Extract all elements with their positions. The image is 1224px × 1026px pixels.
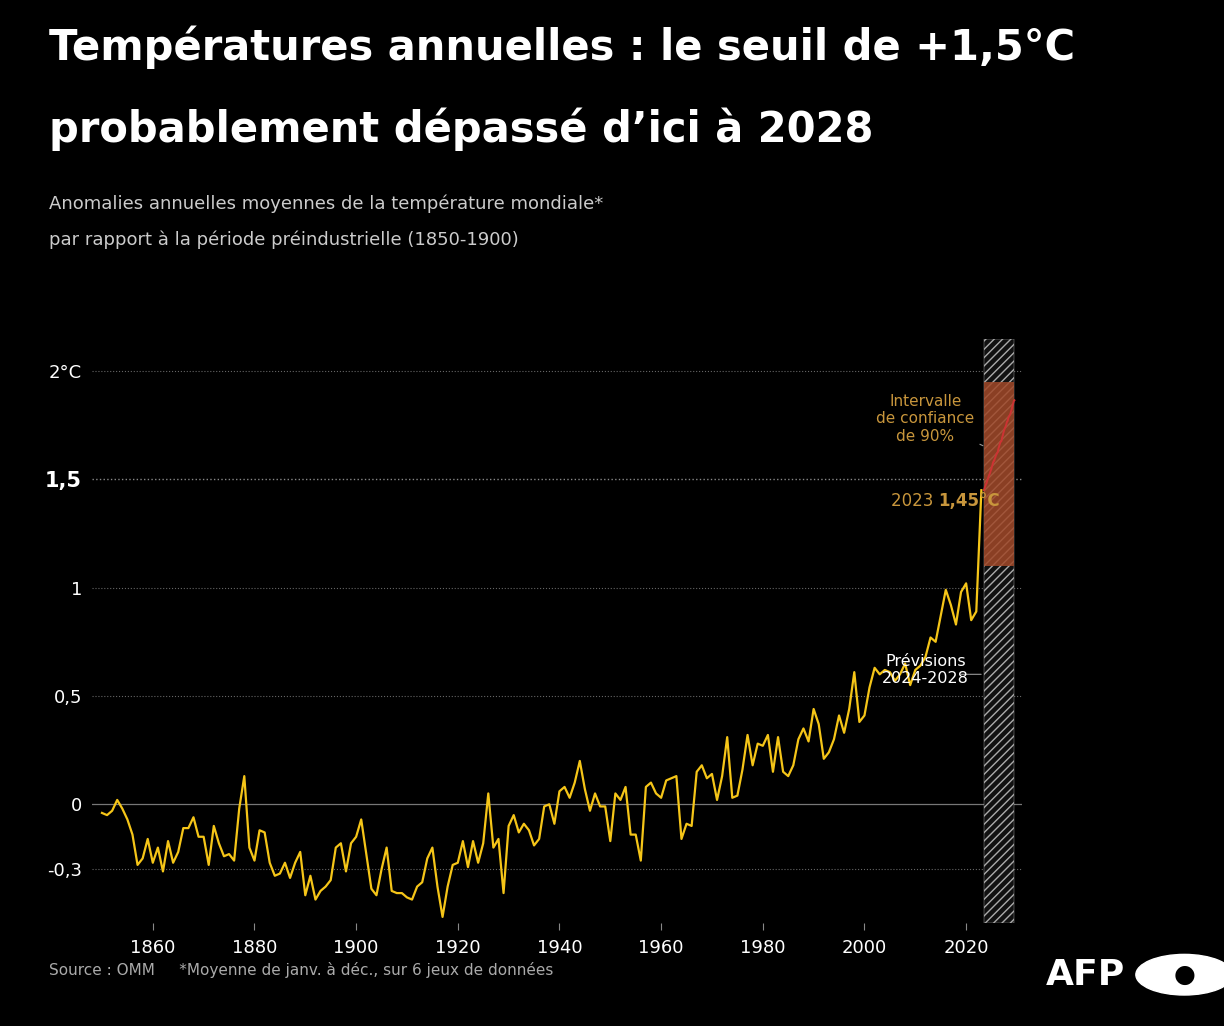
Text: par rapport à la période préindustrielle (1850-1900): par rapport à la période préindustrielle… xyxy=(49,231,519,249)
Text: AFP: AFP xyxy=(1045,957,1125,992)
Text: Intervalle
de confiance
de 90%: Intervalle de confiance de 90% xyxy=(876,394,983,445)
Text: Anomalies annuelles moyennes de la température mondiale*: Anomalies annuelles moyennes de la tempé… xyxy=(49,195,603,213)
Circle shape xyxy=(1136,954,1224,995)
Text: probablement dépassé d’ici à 2028: probablement dépassé d’ici à 2028 xyxy=(49,108,874,151)
Text: 2023: 2023 xyxy=(891,492,938,510)
Text: Températures annuelles : le seuil de +1,5°C: Températures annuelles : le seuil de +1,… xyxy=(49,26,1075,69)
Text: Prévisions
2024-2028: Prévisions 2024-2028 xyxy=(883,654,969,686)
Text: 1,45°C: 1,45°C xyxy=(938,492,1000,510)
Text: ●: ● xyxy=(1174,962,1196,987)
Text: Source : OMM     *Moyenne de janv. à déc., sur 6 jeux de données: Source : OMM *Moyenne de janv. à déc., s… xyxy=(49,961,553,978)
Polygon shape xyxy=(984,382,1015,566)
Bar xyxy=(984,339,1015,923)
